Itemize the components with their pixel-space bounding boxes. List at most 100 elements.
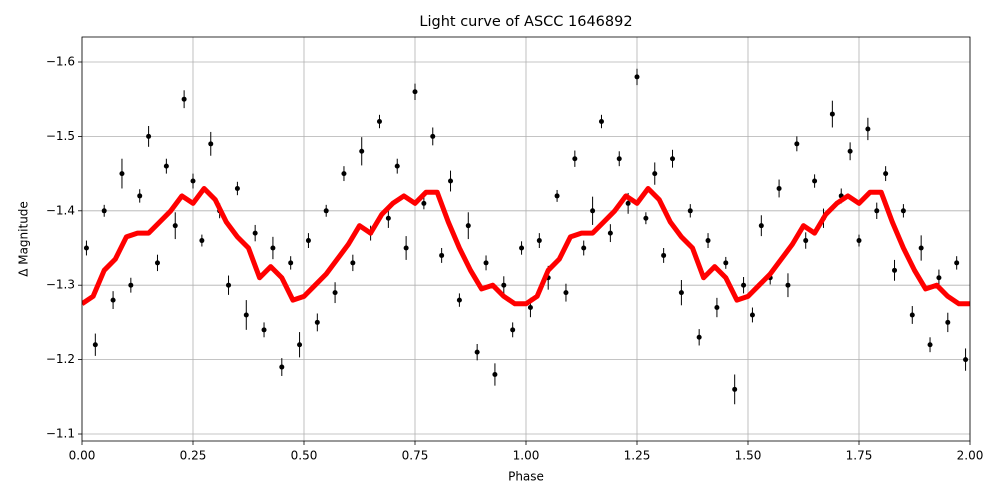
data-point — [163, 163, 169, 169]
data-point — [954, 260, 960, 266]
y-tick-label: −1.2 — [46, 352, 75, 366]
x-tick-label: 1.25 — [624, 449, 651, 463]
data-point — [536, 238, 542, 244]
data-point — [678, 290, 684, 296]
data-point — [705, 238, 711, 244]
data-point — [314, 319, 320, 325]
data-point — [563, 290, 569, 296]
data-point — [829, 111, 835, 117]
data-point — [252, 230, 258, 236]
data-point — [874, 208, 880, 214]
data-point — [412, 89, 418, 95]
x-tick-label: 1.50 — [735, 449, 762, 463]
data-point — [758, 223, 764, 229]
data-point — [598, 119, 604, 125]
data-point — [190, 178, 196, 184]
data-point — [350, 260, 356, 266]
data-point — [270, 245, 276, 251]
x-tick-label: 1.00 — [513, 449, 540, 463]
x-axis-label: Phase — [508, 470, 544, 484]
x-tick-label: 0.25 — [180, 449, 207, 463]
data-point — [607, 230, 613, 236]
data-point — [634, 74, 640, 80]
y-tick-label: −1.4 — [46, 203, 75, 217]
grid — [81, 37, 971, 441]
data-point — [332, 290, 338, 296]
data-point — [208, 141, 214, 147]
axes: 0.00 0.25 0.50 0.75 1.00 1.25 1.50 1.75 2.00 −1.1… — [46, 54, 984, 462]
data-point — [661, 252, 667, 258]
data-point — [572, 156, 578, 162]
data-point — [581, 245, 587, 251]
data-point — [670, 156, 676, 162]
y-tick-label: −1.1 — [46, 427, 75, 441]
y-tick-label: −1.5 — [46, 129, 75, 143]
data-point — [927, 342, 933, 348]
data-point — [900, 208, 906, 214]
data-point — [519, 245, 525, 251]
data-point — [856, 238, 862, 244]
x-tick-label: 1.75 — [846, 449, 873, 463]
data-point — [696, 334, 702, 340]
data-point — [483, 260, 489, 266]
data-point — [527, 305, 533, 311]
data-point — [154, 260, 160, 266]
data-point — [288, 260, 294, 266]
data-point — [652, 171, 658, 177]
data-point — [439, 252, 445, 258]
data-point — [110, 297, 116, 303]
data-point — [385, 215, 391, 221]
data-point — [909, 312, 915, 318]
data-point — [918, 245, 924, 251]
data-point — [785, 282, 791, 288]
data-point — [430, 133, 436, 139]
data-point — [279, 364, 285, 370]
data-point — [297, 342, 303, 348]
data-point — [465, 223, 471, 229]
data-point — [172, 223, 178, 229]
data-point — [394, 163, 400, 169]
data-point — [341, 171, 347, 177]
data-point — [723, 260, 729, 266]
data-point — [554, 193, 560, 199]
data-point — [501, 282, 507, 288]
data-point — [936, 275, 942, 281]
data-point — [963, 357, 969, 363]
data-point — [865, 126, 871, 132]
data-point — [456, 297, 462, 303]
data-point — [883, 171, 889, 177]
data-point — [847, 148, 853, 154]
data-point — [741, 282, 747, 288]
data-point — [643, 215, 649, 221]
data-point — [403, 245, 409, 251]
data-point — [687, 208, 693, 214]
data-point — [448, 178, 454, 184]
data-point — [776, 185, 782, 191]
chart-title: Light curve of ASCC 1646892 — [419, 14, 632, 30]
data-point — [261, 327, 267, 333]
data-point — [421, 200, 427, 206]
data-point — [510, 327, 516, 333]
data-point — [803, 238, 809, 244]
data-point — [83, 245, 89, 251]
y-tick-label: −1.6 — [46, 54, 75, 68]
data-point — [181, 96, 187, 102]
data-point — [199, 238, 205, 244]
data-point — [812, 178, 818, 184]
x-tick-label: 0.75 — [402, 449, 429, 463]
data-point — [243, 312, 249, 318]
data-point — [945, 319, 951, 325]
data-point — [749, 312, 755, 318]
data-point — [92, 342, 98, 348]
data-point — [376, 119, 382, 125]
data-point — [590, 208, 596, 214]
y-tick-label: −1.3 — [46, 278, 75, 292]
data-point — [616, 156, 622, 162]
data-point — [359, 148, 365, 154]
marks — [82, 68, 970, 405]
x-tick-label: 0.50 — [291, 449, 318, 463]
data-point — [119, 171, 125, 177]
data-point — [128, 282, 134, 288]
data-point — [625, 200, 631, 206]
